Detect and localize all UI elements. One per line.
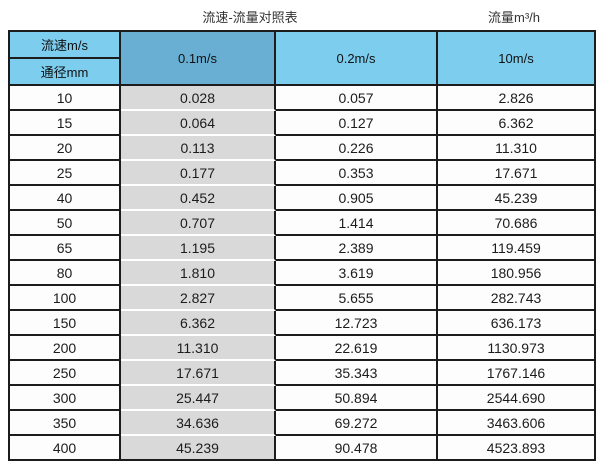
header-col-10ms: 10m/s bbox=[438, 32, 596, 86]
table-row: 20 0.113 0.226 11.310 bbox=[10, 136, 596, 161]
table-row: 250 17.671 35.343 1767.146 bbox=[10, 361, 596, 386]
diameter-cell: 65 bbox=[10, 236, 121, 261]
value-cell: 50.894 bbox=[276, 386, 438, 411]
header-row-top: 流速m/s 0.1m/s 0.2m/s 10m/s bbox=[10, 32, 596, 86]
value-cell: 1767.146 bbox=[438, 361, 596, 386]
diameter-cell: 400 bbox=[10, 436, 121, 461]
value-cell: 0.057 bbox=[276, 86, 438, 111]
value-cell: 2.389 bbox=[276, 236, 438, 261]
value-cell: 0.707 bbox=[121, 211, 276, 236]
diameter-cell: 10 bbox=[10, 86, 121, 111]
value-cell: 11.310 bbox=[438, 136, 596, 161]
table-row: 25 0.177 0.353 17.671 bbox=[10, 161, 596, 186]
header-row-bottom: 通径mm bbox=[10, 59, 596, 86]
value-cell: 3.619 bbox=[276, 261, 438, 286]
diameter-cell: 40 bbox=[10, 186, 121, 211]
value-cell: 0.028 bbox=[121, 86, 276, 111]
value-cell: 5.655 bbox=[276, 286, 438, 311]
value-cell: 180.956 bbox=[438, 261, 596, 286]
table-row: 400 45.239 90.478 4523.893 bbox=[10, 436, 596, 461]
table-row: 65 1.195 2.389 119.459 bbox=[10, 236, 596, 261]
table-titles: 流速-流量对照表 流量m³/h bbox=[0, 0, 600, 30]
header-col-0-1ms: 0.1m/s bbox=[121, 32, 276, 86]
diameter-cell: 150 bbox=[10, 311, 121, 336]
table-row: 300 25.447 50.894 2544.690 bbox=[10, 386, 596, 411]
diameter-cell: 25 bbox=[10, 161, 121, 186]
value-cell: 0.905 bbox=[276, 186, 438, 211]
value-cell: 2.827 bbox=[121, 286, 276, 311]
value-cell: 17.671 bbox=[121, 361, 276, 386]
table-title: 流速-流量对照表 bbox=[202, 10, 298, 25]
table-row: 100 2.827 5.655 282.743 bbox=[10, 286, 596, 311]
value-cell: 282.743 bbox=[438, 286, 596, 311]
table-row: 200 11.310 22.619 1130.973 bbox=[10, 336, 596, 361]
value-cell: 0.353 bbox=[276, 161, 438, 186]
value-cell: 0.177 bbox=[121, 161, 276, 186]
table-row: 350 34.636 69.272 3463.606 bbox=[10, 411, 596, 436]
value-cell: 69.272 bbox=[276, 411, 438, 436]
flow-unit-label: 流量m³/h bbox=[487, 10, 541, 25]
value-cell: 35.343 bbox=[276, 361, 438, 386]
value-cell: 45.239 bbox=[121, 436, 276, 461]
value-cell: 1.810 bbox=[121, 261, 276, 286]
header-diameter-label: 通径mm bbox=[10, 59, 121, 86]
table-row: 40 0.452 0.905 45.239 bbox=[10, 186, 596, 211]
value-cell: 0.226 bbox=[276, 136, 438, 161]
value-cell: 0.113 bbox=[121, 136, 276, 161]
table-body: 10 0.028 0.057 2.826 15 0.064 0.127 6.362 20 0.11… bbox=[10, 86, 596, 461]
value-cell: 11.310 bbox=[121, 336, 276, 361]
value-cell: 636.173 bbox=[438, 311, 596, 336]
value-cell: 1.195 bbox=[121, 236, 276, 261]
value-cell: 2.826 bbox=[438, 86, 596, 111]
value-cell: 3463.606 bbox=[438, 411, 596, 436]
diameter-cell: 350 bbox=[10, 411, 121, 436]
table-row: 50 0.707 1.414 70.686 bbox=[10, 211, 596, 236]
table-row: 10 0.028 0.057 2.826 bbox=[10, 86, 596, 111]
header-col-0-2ms: 0.2m/s bbox=[276, 32, 438, 86]
value-cell: 1130.973 bbox=[438, 336, 596, 361]
table-row: 15 0.064 0.127 6.362 bbox=[10, 111, 596, 136]
flow-velocity-table: 流速m/s 0.1m/s 0.2m/s 10m/s 通径mm 10 0.028 0.… bbox=[8, 30, 596, 461]
value-cell: 22.619 bbox=[276, 336, 438, 361]
value-cell: 2544.690 bbox=[438, 386, 596, 411]
value-cell: 6.362 bbox=[121, 311, 276, 336]
value-cell: 90.478 bbox=[276, 436, 438, 461]
value-cell: 45.239 bbox=[438, 186, 596, 211]
diameter-cell: 50 bbox=[10, 211, 121, 236]
value-cell: 25.447 bbox=[121, 386, 276, 411]
table-header: 流速m/s 0.1m/s 0.2m/s 10m/s 通径mm bbox=[10, 32, 596, 86]
diameter-cell: 250 bbox=[10, 361, 121, 386]
value-cell: 0.452 bbox=[121, 186, 276, 211]
diameter-cell: 15 bbox=[10, 111, 121, 136]
diameter-cell: 200 bbox=[10, 336, 121, 361]
diameter-cell: 80 bbox=[10, 261, 121, 286]
value-cell: 0.064 bbox=[121, 111, 276, 136]
value-cell: 0.127 bbox=[276, 111, 438, 136]
table-row: 80 1.810 3.619 180.956 bbox=[10, 261, 596, 286]
diameter-cell: 300 bbox=[10, 386, 121, 411]
diameter-cell: 20 bbox=[10, 136, 121, 161]
value-cell: 34.636 bbox=[121, 411, 276, 436]
value-cell: 12.723 bbox=[276, 311, 438, 336]
value-cell: 1.414 bbox=[276, 211, 438, 236]
value-cell: 17.671 bbox=[438, 161, 596, 186]
table-row: 150 6.362 12.723 636.173 bbox=[10, 311, 596, 336]
header-velocity-label: 流速m/s bbox=[10, 32, 121, 59]
value-cell: 70.686 bbox=[438, 211, 596, 236]
value-cell: 119.459 bbox=[438, 236, 596, 261]
value-cell: 4523.893 bbox=[438, 436, 596, 461]
diameter-cell: 100 bbox=[10, 286, 121, 311]
value-cell: 6.362 bbox=[438, 111, 596, 136]
